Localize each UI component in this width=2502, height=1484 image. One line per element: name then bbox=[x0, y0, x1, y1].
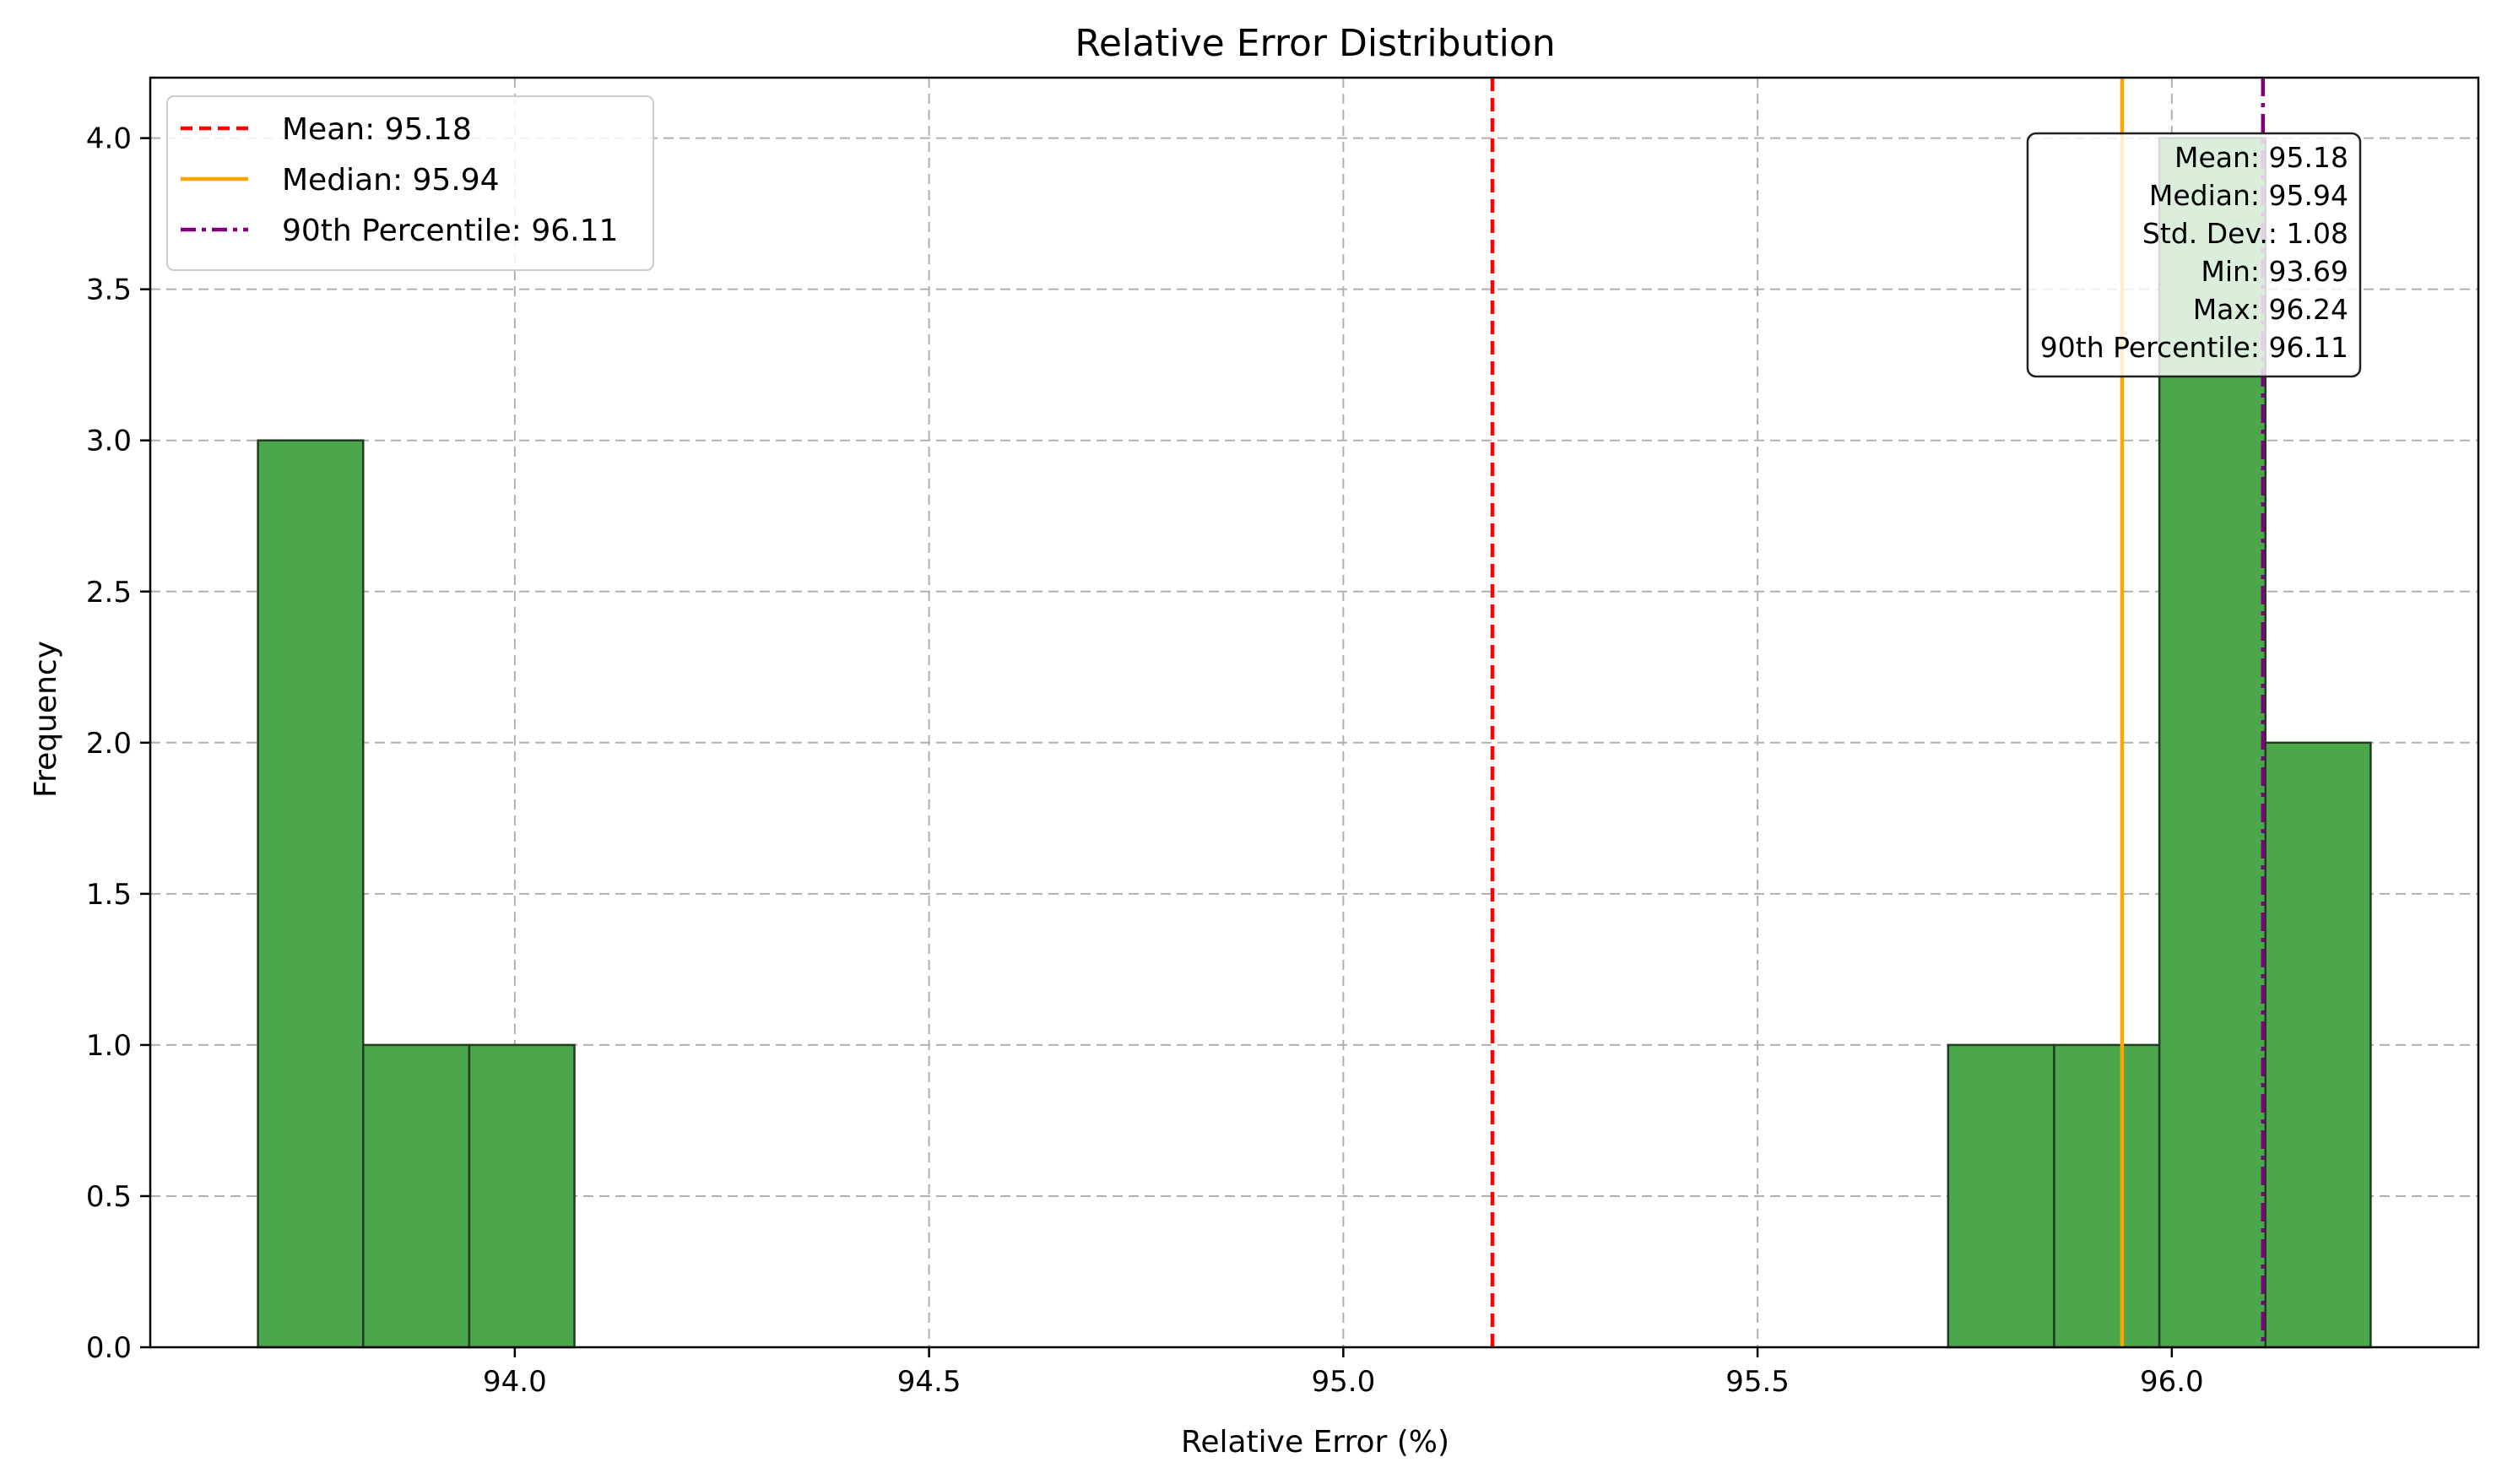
x-tick-label: 94.0 bbox=[483, 1365, 547, 1399]
y-tick-label: 3.0 bbox=[86, 425, 132, 458]
y-tick-label: 2.0 bbox=[86, 727, 132, 761]
histogram-bar bbox=[257, 439, 365, 1349]
x-tick-label: 95.0 bbox=[1312, 1365, 1376, 1399]
legend-label: Median: 95.94 bbox=[282, 163, 500, 198]
x-axis-label: Relative Error (%) bbox=[1181, 1425, 1449, 1460]
histogram-bars bbox=[257, 137, 2372, 1349]
stats-line: Mean: 95.18 bbox=[2174, 141, 2348, 174]
x-tick-label: 94.5 bbox=[897, 1365, 961, 1399]
stats-box: Mean: 95.18 Median: 95.94 Std. Dev.: 1.08 M… bbox=[2026, 132, 2362, 378]
legend-box bbox=[166, 95, 654, 271]
stats-line: Median: 95.94 bbox=[2149, 179, 2348, 212]
histogram-bar bbox=[468, 1043, 576, 1349]
stats-box-frame bbox=[2026, 132, 2362, 378]
stats-line: Max: 96.24 bbox=[2193, 293, 2348, 326]
y-tick-label: 2.5 bbox=[86, 576, 132, 609]
y-tick-label: 1.0 bbox=[86, 1029, 132, 1063]
legend-label: 90th Percentile: 96.11 bbox=[282, 214, 618, 248]
chart-title: Relative Error Distribution bbox=[1075, 22, 1555, 65]
y-tick-label: 1.5 bbox=[86, 878, 132, 912]
histogram-bar bbox=[361, 1043, 471, 1349]
histogram-bar bbox=[1947, 1043, 2055, 1349]
plot-area-frame bbox=[149, 76, 2480, 1349]
stats-line: Std. Dev.: 1.08 bbox=[2142, 217, 2348, 250]
stats-line: Min: 93.69 bbox=[2201, 255, 2348, 288]
y-axis-label: Frequency bbox=[29, 641, 63, 798]
histogram-bar bbox=[2264, 741, 2372, 1349]
y-tick-label: 0.5 bbox=[86, 1180, 132, 1214]
x-tick-label: 95.5 bbox=[1725, 1365, 1790, 1399]
histogram-bar bbox=[2053, 1043, 2161, 1349]
legend-label: Mean: 95.18 bbox=[282, 112, 472, 147]
y-tick-label: 3.5 bbox=[86, 274, 132, 307]
legend: Mean: 95.18 Median: 95.94 90th Percentile:… bbox=[166, 95, 654, 271]
x-tick-label: 96.0 bbox=[2140, 1365, 2204, 1399]
y-axis-ticks: 0.0 0.5 1.0 1.5 2.0 2.5 3.0 3.5 4.0 bbox=[86, 122, 150, 1365]
y-tick-label: 4.0 bbox=[86, 122, 132, 156]
x-axis-ticks: 94.0 94.5 95.0 95.5 96.0 bbox=[483, 1347, 2204, 1399]
stats-line: 90th Percentile: 96.11 bbox=[2040, 331, 2348, 364]
y-tick-label: 0.0 bbox=[86, 1331, 132, 1365]
